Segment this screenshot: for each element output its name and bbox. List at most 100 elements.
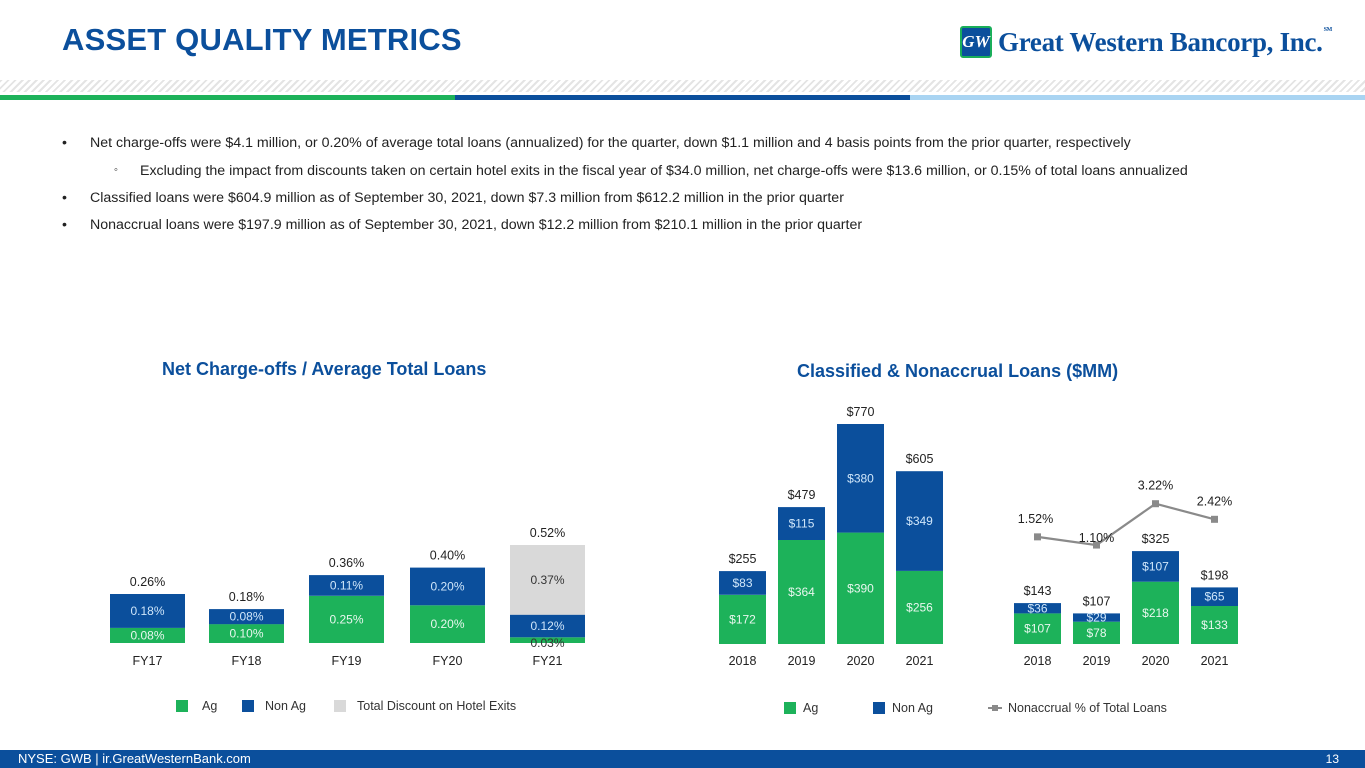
bar-total-label: 0.26% xyxy=(130,575,165,589)
bar-total-label: $605 xyxy=(906,452,934,466)
header-accent-blue xyxy=(455,95,910,100)
nonaccrual-pct-label: 3.22% xyxy=(1138,479,1173,493)
bar-data-label: $390 xyxy=(847,581,874,595)
nonaccrual-pct-marker xyxy=(1034,533,1041,541)
bar-1-2021-ag xyxy=(896,570,943,644)
bullet-text: Net charge-offs were $4.1 million, or 0.… xyxy=(90,135,1131,151)
legend-item-non-ag: Non Ag xyxy=(873,701,933,715)
legend-swatch-non-ag xyxy=(873,702,885,714)
bar-data-label: $29 xyxy=(1086,611,1106,625)
legend-label: Ag xyxy=(202,699,218,713)
bar-data-label: 0.37% xyxy=(530,573,564,587)
bar-1-2019-ag xyxy=(778,540,825,644)
bar-data-label: 0.10% xyxy=(229,627,263,641)
bar-data-label: 0.18% xyxy=(130,604,164,618)
bar-1-2018-ag xyxy=(719,594,766,644)
bar-data-label: $133 xyxy=(1201,618,1228,632)
bullet-net-charge-offs: • Net charge-offs were $4.1 million, or … xyxy=(62,134,1262,153)
bar-data-label: $172 xyxy=(729,612,756,626)
bar-total-label: $143 xyxy=(1024,584,1052,598)
bar-total-label: 0.40% xyxy=(430,549,465,563)
bar-data-label: 0.08% xyxy=(130,629,164,643)
category-tick-label: FY20 xyxy=(433,654,463,668)
category-tick-label: 2018 xyxy=(729,654,757,668)
bar-data-label: $36 xyxy=(1027,601,1047,615)
bar-0-FY19-non-ag xyxy=(309,575,384,596)
bar-2-2018-non-ag xyxy=(1014,603,1061,614)
bar-data-label: $107 xyxy=(1142,559,1169,573)
bar-0-FY19-ag xyxy=(309,595,384,643)
bar-total-label: $479 xyxy=(788,488,816,502)
nonaccrual-pct-marker xyxy=(1093,541,1100,549)
legend-label: Total Discount on Hotel Exits xyxy=(357,699,517,713)
footer-ticker-link[interactable]: NYSE: GWB | ir.GreatWesternBank.com xyxy=(18,751,251,766)
legend-item-non-ag: Non Ag xyxy=(242,699,306,713)
legend-swatch-non-ag xyxy=(242,700,254,712)
category-tick-label: 2019 xyxy=(1083,654,1111,668)
logo-mark-icon: GW xyxy=(960,26,992,58)
sub-bullet-text: Excluding the impact from discounts take… xyxy=(140,163,1188,179)
bar-1-2020-non-ag xyxy=(837,424,884,533)
bar-1-2021-non-ag xyxy=(896,471,943,571)
bar-0-FY20-non-ag xyxy=(410,567,485,606)
bar-0-FY21-ag xyxy=(510,637,585,643)
legend-item-nonaccrual-pct: Nonaccrual % of Total Loans xyxy=(988,701,1167,715)
page-number: 13 xyxy=(1325,752,1339,766)
bar-2-2021-non-ag xyxy=(1191,587,1238,606)
company-logo: GW Great Western Bancorp, Inc.SM xyxy=(960,25,1332,59)
logo-name: Great Western Bancorp, Inc. xyxy=(998,26,1323,57)
bar-total-label: $770 xyxy=(847,405,875,419)
header-hatch-divider xyxy=(0,80,1365,92)
bar-0-FY18-non-ag xyxy=(209,609,284,625)
bar-2-2020-ag xyxy=(1132,581,1179,644)
bar-data-label: 0.03% xyxy=(530,636,564,650)
bar-total-label: 0.36% xyxy=(329,556,364,570)
bar-data-label: $78 xyxy=(1086,626,1106,640)
bar-0-FY21-total-discount-on-hotel-exits xyxy=(510,545,585,615)
sub-bullet-hotel-exits: ◦ Excluding the impact from discounts ta… xyxy=(62,162,1262,181)
category-tick-label: FY19 xyxy=(332,654,362,668)
category-tick-label: FY21 xyxy=(533,654,563,668)
bar-data-label: 0.11% xyxy=(330,579,363,593)
bar-data-label: $349 xyxy=(906,514,933,528)
bar-data-label: 0.25% xyxy=(329,612,363,626)
chart-title-classified-nonaccrual: Classified & Nonaccrual Loans ($MM) xyxy=(797,361,1119,381)
bar-data-label: 0.08% xyxy=(229,610,263,624)
bar-total-label: $255 xyxy=(729,552,757,566)
category-tick-label: FY17 xyxy=(133,654,163,668)
bullet-nonaccrual-loans: • Nonaccrual loans were $197.9 million a… xyxy=(62,216,1262,235)
bar-data-label: $115 xyxy=(789,517,815,531)
bullet-text: Nonaccrual loans were $197.9 million as … xyxy=(90,217,863,233)
bar-total-label: 0.52% xyxy=(530,526,565,540)
legend-swatch-hotel-exits xyxy=(334,700,346,712)
bar-0-FY18-ag xyxy=(209,624,284,643)
legend-label: Non Ag xyxy=(892,701,934,715)
legend-item-ag: Ag xyxy=(176,699,217,713)
bar-2-2019-non-ag xyxy=(1073,613,1120,622)
bar-2-2018-ag xyxy=(1014,613,1061,644)
bar-data-label: $107 xyxy=(1024,622,1051,636)
category-tick-label: 2021 xyxy=(906,654,934,668)
bar-0-FY17-non-ag xyxy=(110,594,185,628)
bar-2-2021-ag xyxy=(1191,606,1238,644)
category-tick-label: FY18 xyxy=(232,654,262,668)
bar-total-label: $107 xyxy=(1083,594,1111,608)
bar-0-FY17-ag xyxy=(110,627,185,643)
legend-swatch-ag xyxy=(784,702,796,714)
sub-bullet-glyph: ◦ xyxy=(114,164,118,176)
bar-total-label: 0.18% xyxy=(229,590,264,604)
nonaccrual-pct-marker xyxy=(1152,500,1159,508)
nonaccrual-pct-label: 2.42% xyxy=(1197,494,1232,508)
category-tick-label: 2020 xyxy=(847,654,875,668)
legend-line-marker-icon xyxy=(988,703,1002,713)
nonaccrual-pct-line xyxy=(1037,502,1215,547)
bar-2-2020-non-ag xyxy=(1132,551,1179,582)
bar-data-label: $65 xyxy=(1204,590,1224,604)
bar-data-label: 0.20% xyxy=(430,579,464,593)
logo-text: Great Western Bancorp, Inc.SM xyxy=(998,27,1332,58)
category-tick-label: 2021 xyxy=(1201,654,1229,668)
nonaccrual-pct-label: 1.52% xyxy=(1018,512,1053,526)
bullet-classified-loans: • Classified loans were $604.9 million a… xyxy=(62,189,1262,208)
header-accent-green xyxy=(0,95,455,100)
